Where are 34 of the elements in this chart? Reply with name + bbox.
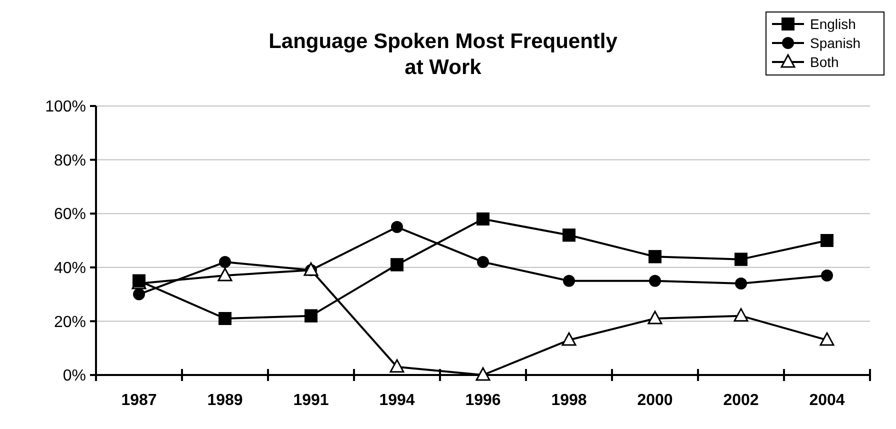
y-tick-label: 100%: [45, 98, 86, 116]
point: [649, 274, 661, 287]
y-tick-label: 80%: [54, 152, 86, 170]
y-tick-label: 0%: [62, 368, 86, 385]
point: [820, 332, 834, 346]
y-tick-label: 40%: [54, 260, 86, 277]
point: [563, 274, 575, 287]
x-tick-label: 1998: [551, 392, 587, 409]
point: [648, 310, 662, 324]
x-tick-label: 2004: [809, 392, 845, 409]
point: [562, 332, 576, 346]
point: [391, 221, 403, 234]
x-tick-label: 1989: [207, 392, 243, 409]
legend-label: Both: [810, 54, 839, 70]
point: [133, 288, 145, 300]
x-tick-label: 2002: [723, 392, 759, 409]
point: [218, 268, 232, 282]
x-tick-label: 1994: [379, 392, 415, 409]
x-tick-label: 1996: [465, 392, 501, 409]
point: [734, 308, 748, 322]
point: [219, 256, 231, 268]
point: [821, 269, 833, 282]
y-tick-label: 60%: [54, 206, 86, 224]
legend-label: English: [810, 16, 856, 32]
chart-title: Language Spoken Most Frequently at Work: [268, 30, 618, 79]
x-tick-label: 1991: [293, 392, 329, 409]
y-tick-label: 20%: [54, 314, 86, 331]
legend-label: Spanish: [810, 34, 861, 51]
point: [390, 359, 404, 373]
point: [477, 256, 489, 268]
x-tick-label: 1987: [121, 392, 157, 409]
point: [735, 278, 747, 290]
point: [476, 367, 490, 381]
x-tick-label: 2000: [637, 392, 673, 409]
